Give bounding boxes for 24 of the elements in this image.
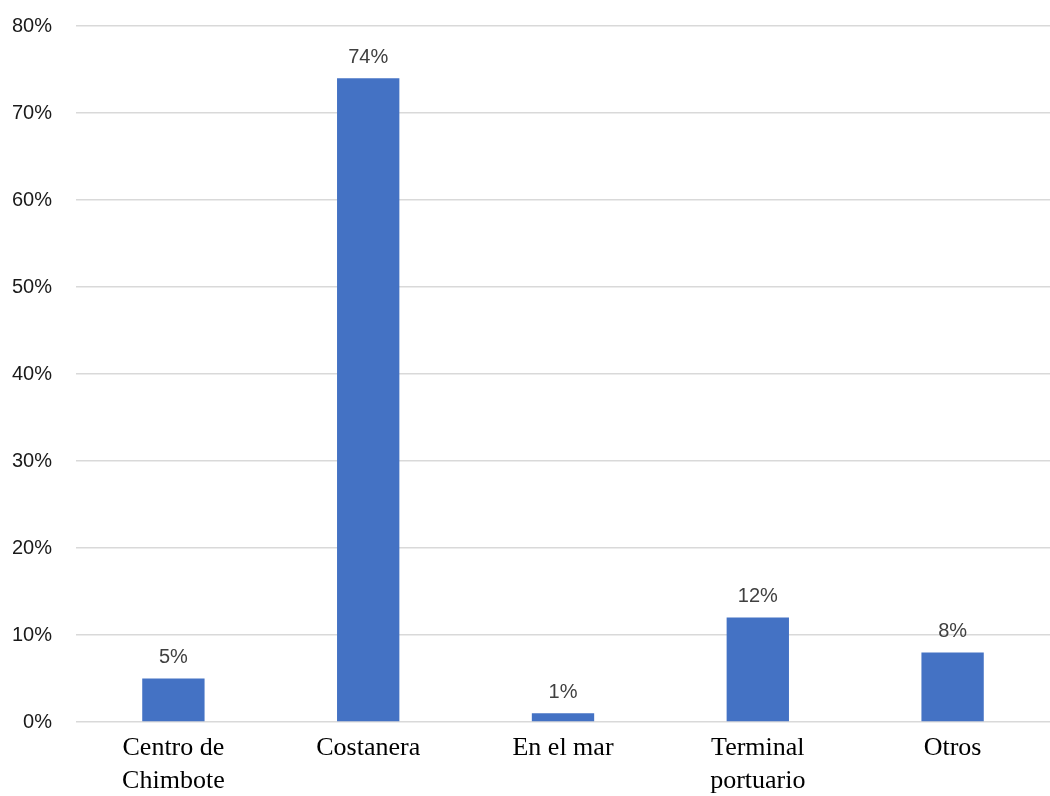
data-label: 12%: [737, 584, 779, 607]
y-tick-label: 40%: [11, 361, 53, 384]
bar: [921, 652, 984, 722]
data-label: 74%: [348, 44, 389, 67]
y-tick-label: 0%: [23, 709, 53, 732]
y-tick-label: 60%: [11, 187, 53, 210]
data-label: 1%: [548, 679, 578, 702]
bar: [726, 617, 789, 722]
x-tick-label: Terminal portuario: [710, 732, 806, 794]
data-label: 5%: [158, 645, 189, 668]
x-tick-label: Otros: [923, 732, 982, 762]
bar: [531, 713, 595, 722]
x-tick-label: En el mar: [512, 732, 614, 762]
bar: [337, 78, 400, 722]
x-tick-label: Costanera: [316, 732, 421, 762]
y-tick-label: 80%: [11, 13, 53, 36]
y-tick-label: 20%: [11, 535, 53, 558]
y-tick-label: 70%: [11, 100, 53, 123]
x-tick-label: Centro de Chimbote: [122, 732, 225, 794]
data-label: 8%: [938, 618, 968, 641]
bar: [142, 678, 205, 722]
y-tick-label: 50%: [11, 274, 53, 297]
y-tick-label: 10%: [11, 622, 53, 645]
y-tick-label: 30%: [11, 448, 53, 471]
